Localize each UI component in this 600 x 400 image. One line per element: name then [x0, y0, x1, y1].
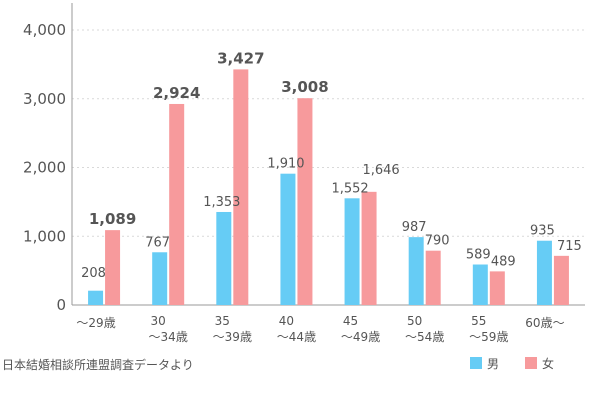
gridlines — [72, 29, 585, 237]
bar-female — [169, 103, 185, 305]
data-label: 3,427 — [217, 49, 264, 67]
x-tick-label: ～49歳 — [341, 330, 380, 344]
data-label: 767 — [145, 235, 170, 250]
data-label: 3,008 — [281, 78, 328, 96]
y-tick-labels: 0 1,000 2,000 3,000 4,000 — [23, 21, 66, 314]
bar-male — [536, 240, 552, 305]
data-label: 589 — [466, 248, 491, 263]
data-label: 208 — [81, 266, 106, 281]
bar-female — [105, 230, 121, 305]
y-tick-label: 3,000 — [23, 90, 66, 108]
bar-male — [472, 264, 488, 305]
x-tick-label: 50 — [407, 314, 422, 328]
legend: 男女 — [470, 356, 554, 371]
data-label: 1,910 — [267, 157, 304, 172]
x-tick-label: ～44歳 — [277, 330, 316, 344]
legend-swatch-female — [525, 357, 537, 369]
bar-male — [88, 290, 104, 305]
bar-male — [216, 211, 232, 305]
x-tick-label: 45 — [343, 314, 358, 328]
x-tick-label: 35 — [215, 314, 230, 328]
data-label: 790 — [425, 234, 450, 249]
x-tick-label: ～39歳 — [213, 330, 252, 344]
y-tick-label: 4,000 — [23, 21, 66, 39]
bar-female — [553, 255, 569, 305]
bar-male — [344, 198, 360, 305]
y-tick-label: 1,000 — [23, 227, 66, 245]
data-label: 2,924 — [153, 84, 200, 102]
data-label: 1,089 — [89, 210, 136, 228]
legend-swatch-male — [470, 357, 482, 369]
x-tick-label: ～34歳 — [149, 330, 188, 344]
x-tick-label: 60歳～ — [525, 316, 564, 330]
x-tick-label: ～54歳 — [405, 330, 444, 344]
x-tick-label: 40 — [279, 314, 294, 328]
y-tick-label: 0 — [56, 296, 66, 314]
bar-female — [297, 98, 313, 305]
data-label: 489 — [491, 254, 516, 269]
x-tick-labels: ～29歳 30 ～34歳 35 ～39歳 40 ～44歳 45 ～49歳 50 ～54歳 55 ～59歳… — [76, 314, 564, 344]
bar-male — [408, 237, 424, 305]
data-labels: 208 1,089 767 2,924 1,353 3,427 1,910 3,008 1,55… — [81, 49, 582, 281]
source-note: 日本結婚相談所連盟調査データより — [2, 357, 194, 372]
bar-female — [361, 191, 377, 305]
data-label: 1,353 — [203, 195, 240, 210]
bar-female — [489, 271, 505, 305]
data-label: 1,646 — [362, 163, 399, 178]
x-tick-label: ～29歳 — [76, 316, 115, 330]
data-label: 715 — [557, 239, 582, 254]
bar-male — [152, 252, 168, 305]
bar-male — [280, 173, 296, 305]
data-label: 935 — [530, 224, 555, 239]
x-tick-label: 30 — [151, 314, 166, 328]
bar-female — [233, 69, 249, 305]
data-label: 987 — [402, 220, 427, 235]
bars — [88, 69, 569, 305]
bar-female — [425, 250, 441, 305]
x-tick-label: ～59歳 — [469, 330, 508, 344]
legend-label: 女 — [542, 356, 554, 371]
y-tick-label: 2,000 — [23, 159, 66, 177]
data-label: 1,552 — [331, 181, 368, 196]
x-tick-label: 55 — [471, 314, 486, 328]
legend-label: 男 — [487, 357, 499, 371]
